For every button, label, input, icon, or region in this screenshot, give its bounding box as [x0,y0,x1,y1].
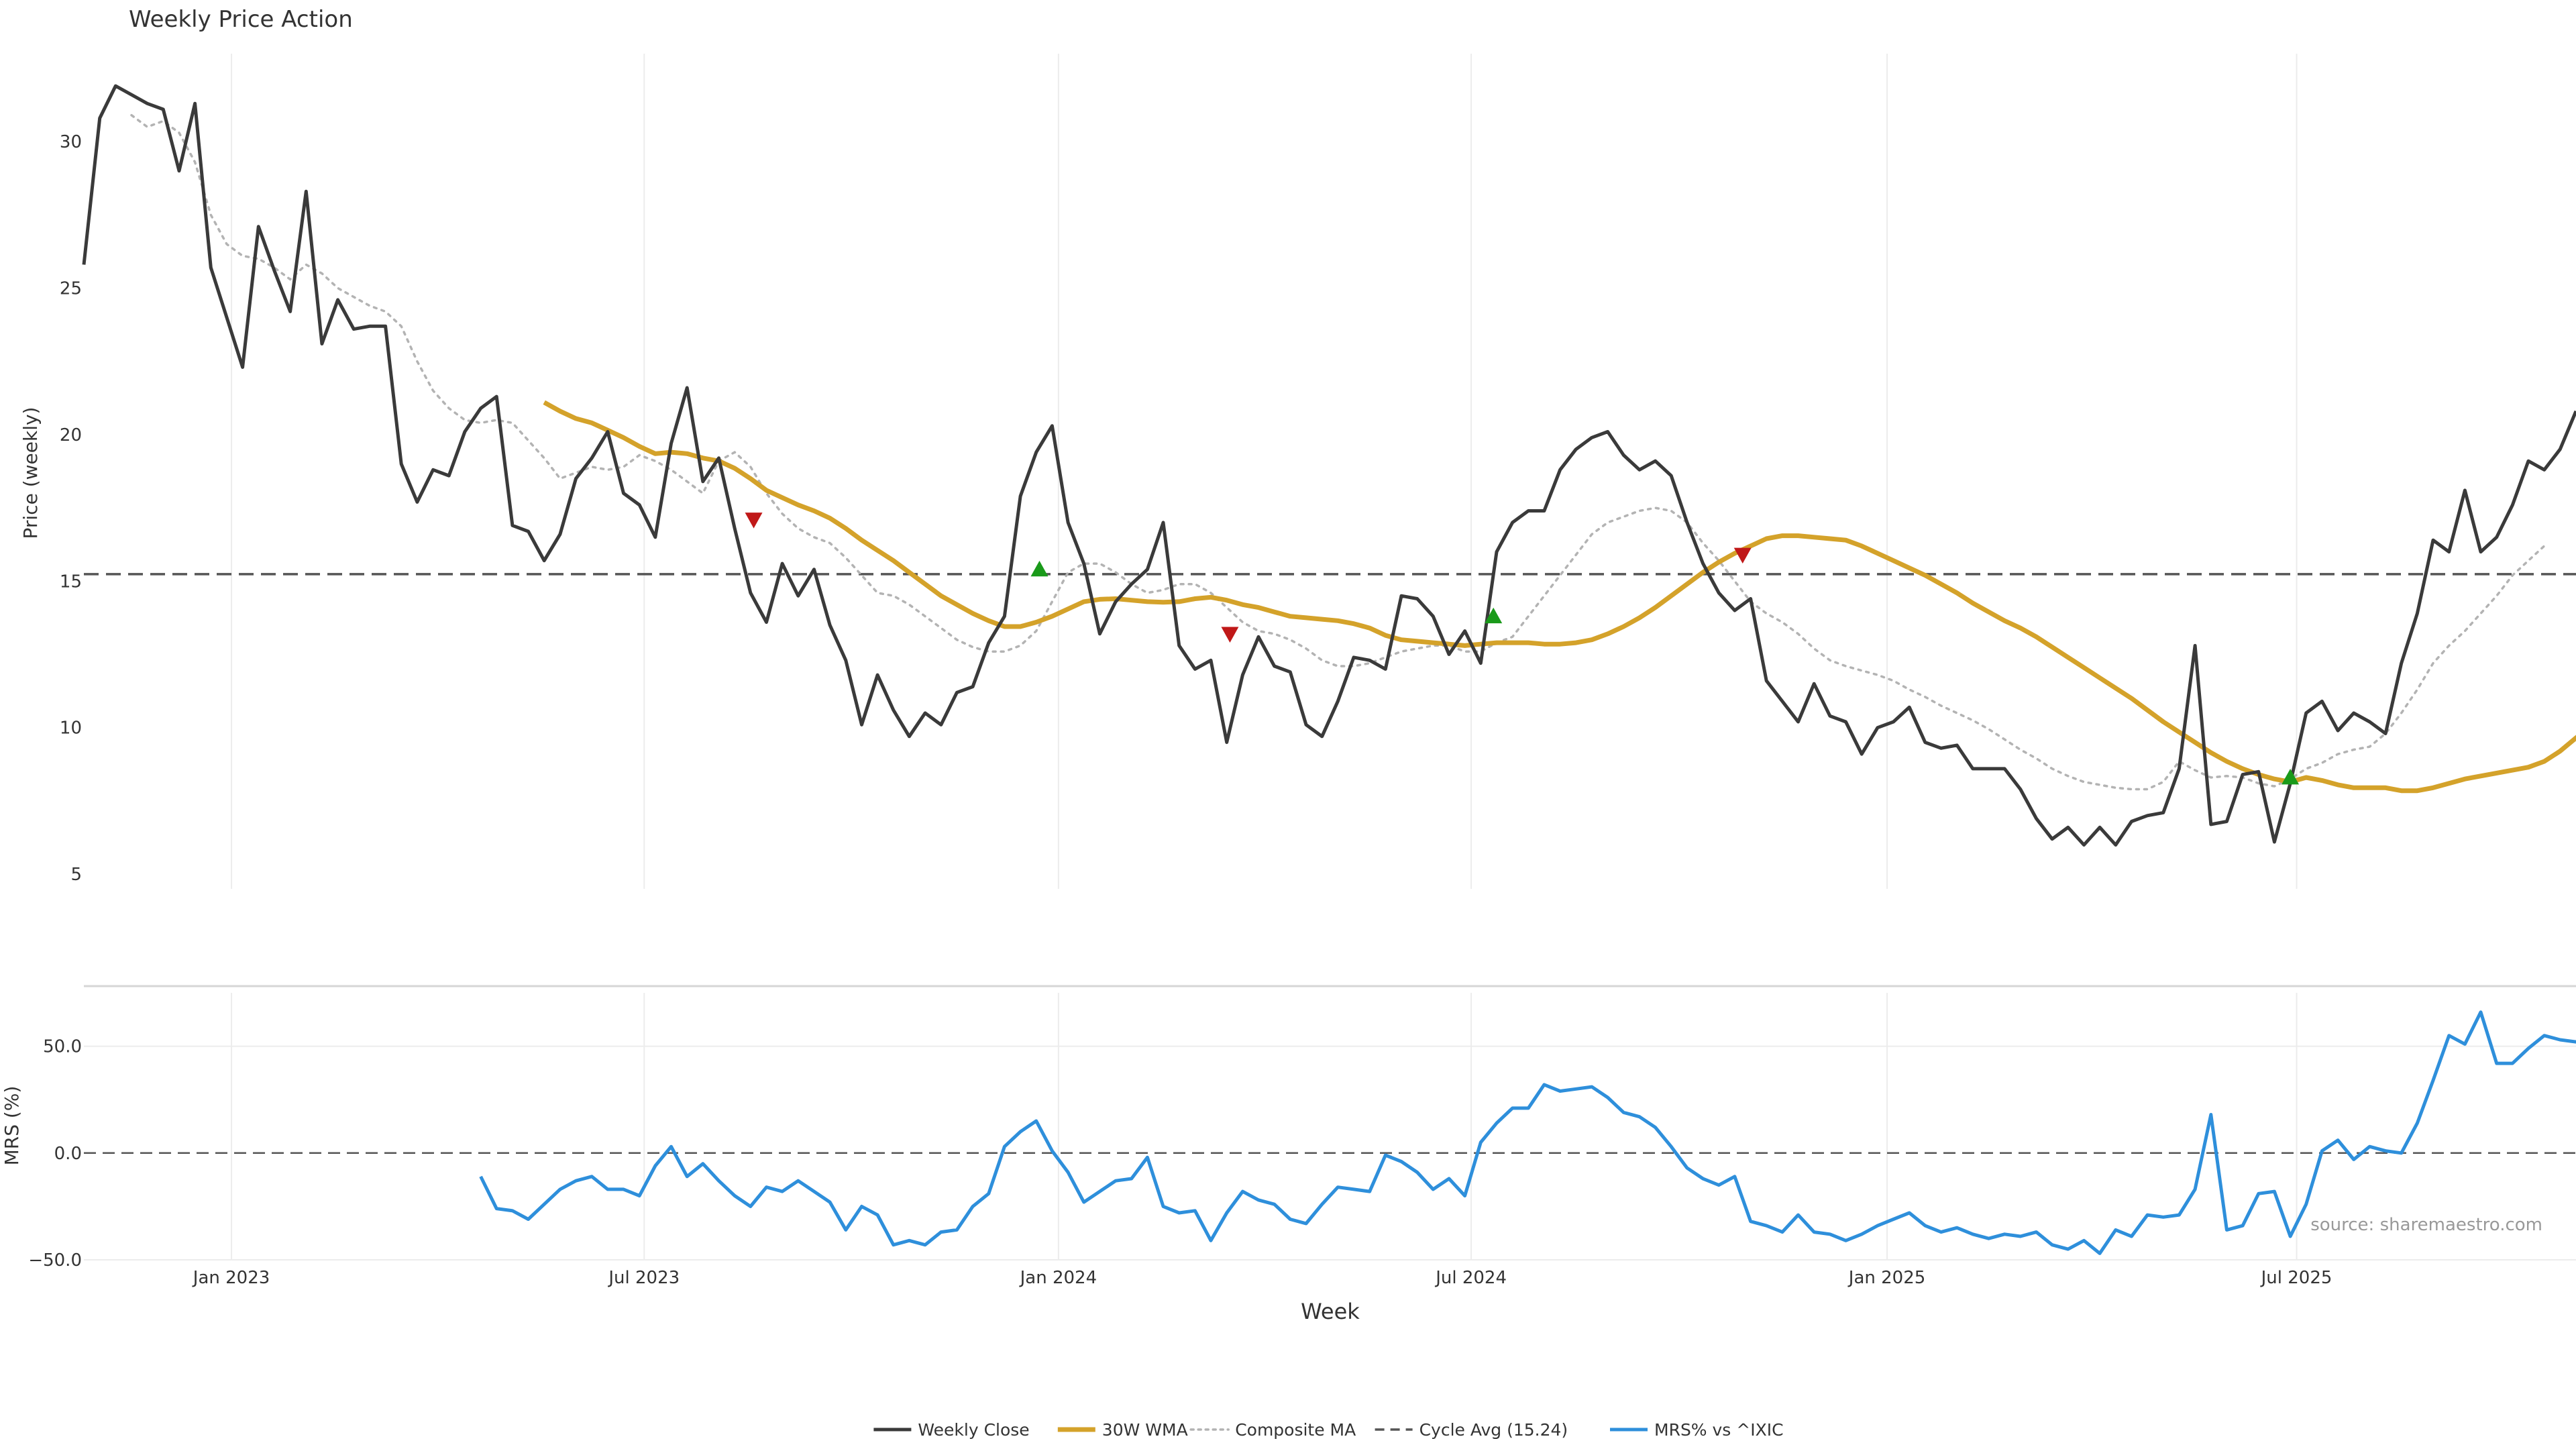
x-tick-label: Jul 2023 [607,1268,680,1288]
mrs-y-tick-label: 0.0 [54,1144,82,1164]
x-tick-label: Jan 2024 [1019,1268,1097,1288]
mrs-y-tick-label: 50.0 [43,1037,82,1057]
sell-signal-marker [1221,627,1239,643]
mrs-panel: MRS (%) 50.0 0.0 −50.0 source: sharemaestr… [1,1010,2576,1271]
composite-ma-line [130,113,2546,791]
legend-item: Weekly Close [873,1420,1030,1440]
legend-label: 30W WMA [1102,1420,1188,1440]
x-ticks: Jan 2023 Jul 2023 Jan 2024 Jul 2024 Jan 2025… [192,1268,2332,1288]
legend-label: Weekly Close [918,1420,1029,1440]
buy-signal-marker [2282,769,2300,785]
mrs-y-axis-label: MRS (%) [1,1086,23,1166]
x-axis-label: Week [1301,1299,1360,1324]
wma-30w-line [543,400,2576,794]
chart-title: Weekly Price Action [129,6,353,33]
mrs-line [479,1010,2576,1255]
price-y-tick-label: 15 [60,572,82,592]
legend-label: Cycle Avg (15.24) [1419,1420,1568,1440]
sell-signal-marker [745,513,763,529]
x-tick-label: Jan 2023 [192,1268,270,1288]
legend-item: 30W WMA [1057,1420,1188,1440]
signal-markers [745,513,2300,785]
price-y-tick-label: 5 [70,865,82,885]
price-y-tick-label: 30 [60,132,82,152]
source-annotation: source: sharemaestro.com [2310,1215,2542,1235]
price-y-tick-label: 25 [60,278,82,299]
legend-label: MRS% vs ^IXIC [1654,1420,1784,1440]
price-y-tick-label: 10 [60,718,82,739]
legend-item: MRS% vs ^IXIC [1610,1420,1784,1440]
price-y-axis-label: Price (weekly) [19,407,42,539]
mrs-y-ticks: 50.0 0.0 −50.0 [28,1037,82,1271]
legend-item: Cycle Avg (15.24) [1375,1420,1568,1440]
legend-label: Composite MA [1235,1420,1356,1440]
price-panel: Price (weekly) 5 10 15 20 25 30 [19,84,2576,885]
price-y-ticks: 5 10 15 20 25 30 [60,132,82,885]
weekly-close-line [82,84,2576,847]
mrs-y-tick-label: −50.0 [28,1250,82,1271]
buy-signal-marker [1030,560,1049,577]
x-tick-label: Jul 2025 [2260,1268,2332,1288]
x-tick-label: Jul 2024 [1434,1268,1507,1288]
buy-signal-marker [1485,607,1503,624]
price-y-tick-label: 20 [60,425,82,445]
sell-signal-marker [1733,547,1752,564]
legend: Weekly Close 30W WMA Composite MA Cycle Avg… [873,1420,1784,1440]
legend-item: Composite MA [1189,1420,1356,1440]
x-tick-label: Jan 2025 [1847,1268,1926,1288]
